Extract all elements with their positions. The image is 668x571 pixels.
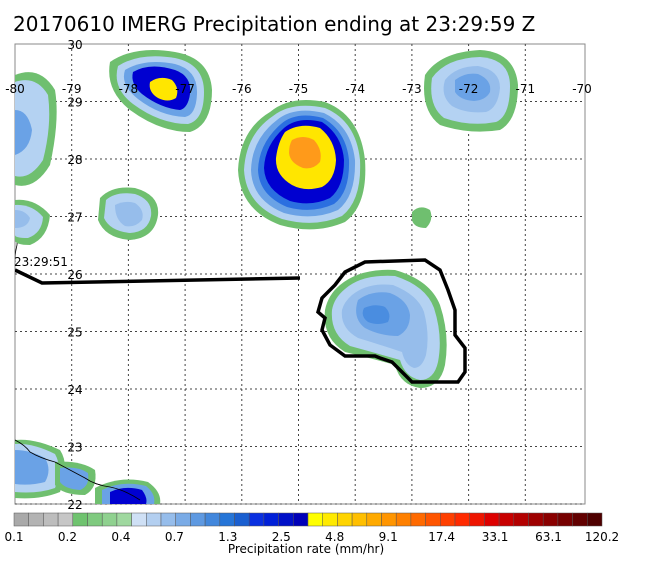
colorbar-cell (572, 512, 588, 527)
longitude-labels: -80 -79 -78 -77 -76 -75 -74 -73 -72 -71 -70 (5, 82, 592, 96)
longitude-label: -76 (232, 82, 252, 96)
rain-cell-small-west (98, 187, 159, 240)
longitude-label: -75 (289, 82, 309, 96)
tracked-storm-outline (316, 258, 467, 384)
colorbar-cells (13, 512, 603, 527)
colorbar-cell (542, 512, 559, 527)
colorbar-cell (498, 512, 515, 527)
colorbar-tick-label: 17.4 (428, 530, 455, 544)
colorbar-tick-label: 33.1 (482, 530, 509, 544)
colorbar-cell (440, 512, 456, 527)
rain-cell-west-edge (15, 72, 57, 186)
longitude-label: -77 (175, 82, 195, 96)
latitude-label: 22 (67, 498, 82, 512)
colorbar-cell (263, 512, 279, 527)
colorbar-cell (219, 512, 235, 527)
latitude-label: 30 (67, 38, 82, 52)
colorbar-tick-label: 0.1 (4, 530, 23, 544)
longitude-label: -72 (459, 82, 479, 96)
rain-cell-central (238, 99, 366, 230)
colorbar-cell (204, 512, 221, 527)
rain-cell-south (95, 479, 161, 504)
longitude-label: -79 (62, 82, 82, 96)
colorbar-cell (484, 512, 500, 527)
colorbar-cell (234, 512, 250, 527)
colorbar-cell (425, 512, 441, 527)
latitude-label: 23 (67, 441, 82, 455)
colorbar-cell (175, 512, 191, 527)
colorbar-tick-label: 0.7 (165, 530, 184, 544)
colorbar-cell (57, 512, 74, 527)
colorbar-tick-label: 63.1 (535, 530, 562, 544)
colorbar-cell (160, 512, 176, 527)
rain-cell-northwest (109, 49, 212, 132)
colorbar-cell (307, 512, 323, 527)
colorbar-tick-labels: 0.1 0.2 0.4 0.7 1.3 2.5 4.8 9.1 17.4 33.1 63.1 120.… (4, 530, 619, 544)
colorbar-tick-label: 0.4 (111, 530, 130, 544)
map-title: 20170610 IMERG Precipitation ending at 2… (13, 12, 536, 36)
latitude-label: 24 (67, 383, 82, 397)
latitude-labels: 30 29 28 27 26 25 24 23 22 (67, 38, 82, 512)
colorbar-tick-label: 9.1 (379, 530, 398, 544)
coastline-bottom-overlay (15, 439, 141, 501)
colorbar-cell (146, 512, 162, 527)
longitude-label: -70 (572, 82, 592, 96)
colorbar-title: Precipitation rate (mm/hr) (228, 542, 384, 556)
colorbar-cell (101, 512, 118, 527)
colorbar-cell (366, 512, 382, 527)
colorbar-cell (469, 512, 485, 527)
colorbar-cell (410, 512, 426, 527)
longitude-label: -80 (5, 82, 25, 96)
colorbar-cell (43, 512, 59, 527)
latitude-label: 26 (67, 268, 82, 282)
colorbar-cell (72, 512, 88, 527)
colorbar-tick-label: 2.5 (272, 530, 291, 544)
rain-cell-southeast (324, 269, 447, 388)
colorbar-cell (116, 512, 132, 527)
latitude-label: 29 (67, 96, 82, 110)
colorbar-cell (381, 512, 397, 527)
colorbar-cell (278, 512, 294, 527)
colorbar-tick-label: 120.2 (585, 530, 619, 544)
longitude-label: -78 (119, 82, 139, 96)
satellite-swath-edge (15, 268, 301, 285)
longitude-label: -73 (402, 82, 422, 96)
latitude-label: 28 (67, 153, 82, 167)
colorbar-tick-label: 1.3 (218, 530, 237, 544)
longitude-label: -74 (345, 82, 365, 96)
colorbar-cell (131, 512, 147, 527)
latitude-label: 25 (67, 326, 82, 340)
rain-cell-southwest (15, 439, 96, 499)
colorbar-cell (13, 512, 29, 527)
colorbar-cell (395, 512, 412, 527)
rain-cell-far-west-27 (15, 199, 50, 245)
colorbar-cell (28, 512, 44, 527)
colorbar-cell (337, 512, 353, 527)
rain-cell-northeast (424, 50, 518, 132)
colorbar-cell (454, 512, 470, 527)
colorbar-cell (87, 512, 103, 527)
swath-time-label: 23:29:51 (14, 255, 68, 269)
latitude-label: 27 (67, 211, 82, 225)
colorbar-cell (351, 512, 368, 527)
colorbar-tick-label: 0.2 (58, 530, 77, 544)
colorbar-cell (190, 512, 206, 527)
rain-cell-tiny (412, 207, 432, 228)
colorbar-cell (513, 512, 529, 527)
colorbar-cell (248, 512, 265, 527)
colorbar-cell (557, 512, 573, 527)
longitude-label: -71 (515, 82, 535, 96)
colorbar-cell (293, 512, 309, 527)
colorbar-cell (587, 512, 603, 527)
colorbar-cell (322, 512, 338, 527)
colorbar-tick-label: 4.8 (325, 530, 344, 544)
colorbar-cell (528, 512, 544, 527)
